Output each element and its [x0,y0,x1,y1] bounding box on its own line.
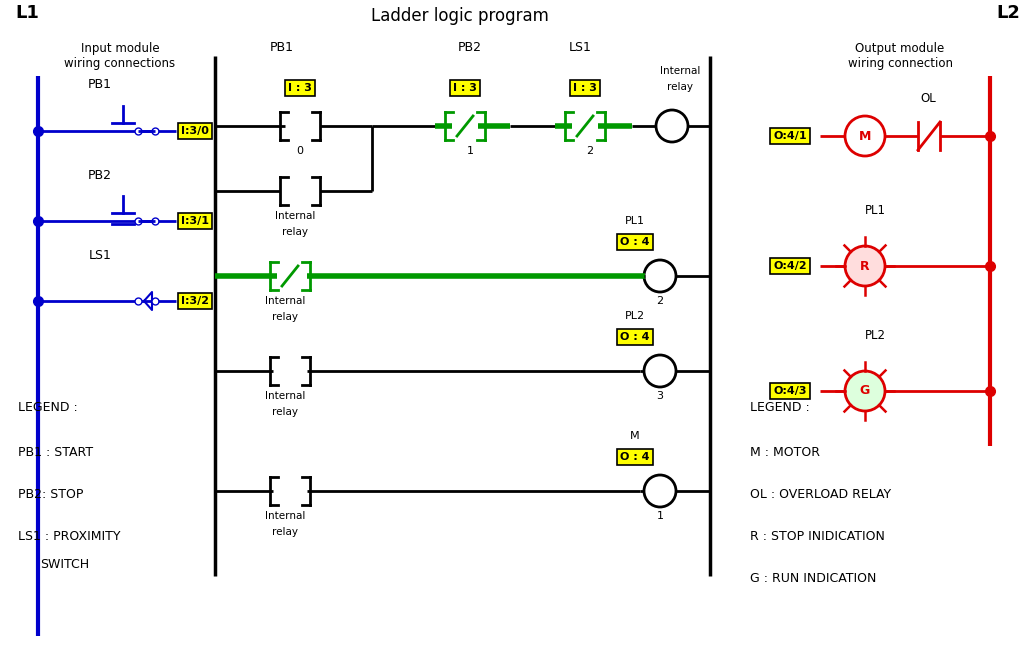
Text: M: M [859,129,871,143]
Text: Output module
wiring connection: Output module wiring connection [848,42,952,70]
Text: G : RUN INDICATION: G : RUN INDICATION [750,572,877,585]
Text: relay: relay [272,527,298,537]
Text: PB2: STOP: PB2: STOP [18,488,83,501]
Text: OL: OL [921,92,936,105]
Text: Internal: Internal [265,296,305,306]
Text: PB2: PB2 [88,169,112,182]
Text: PB2: PB2 [458,41,482,54]
Text: M: M [630,431,640,441]
Text: O:4/3: O:4/3 [773,386,807,396]
Text: M : MOTOR: M : MOTOR [750,446,820,459]
Text: O : 4: O : 4 [621,237,650,247]
Text: O:4/1: O:4/1 [773,131,807,141]
Text: L2: L2 [996,4,1020,22]
Text: relay: relay [272,312,298,322]
Text: LEGEND :: LEGEND : [18,401,78,414]
Text: Internal: Internal [659,66,700,76]
Text: I:3/0: I:3/0 [181,126,209,136]
Text: I:3/2: I:3/2 [181,296,209,306]
Text: O : 4: O : 4 [621,452,650,462]
Text: LS1 : PROXIMITY: LS1 : PROXIMITY [18,530,121,543]
Text: relay: relay [667,82,693,92]
Text: PL2: PL2 [625,311,645,321]
Text: 3: 3 [656,391,664,401]
Text: PB1 : START: PB1 : START [18,446,93,459]
Text: Internal: Internal [265,511,305,521]
Text: relay: relay [282,227,308,237]
Circle shape [845,246,885,286]
Text: O:4/2: O:4/2 [773,261,807,271]
Circle shape [845,116,885,156]
Text: PL1: PL1 [864,204,886,217]
Text: L1: L1 [15,4,39,22]
Circle shape [845,371,885,411]
Text: R: R [860,260,869,272]
Text: PL2: PL2 [864,329,886,342]
Text: 2: 2 [587,146,594,156]
Text: O : 4: O : 4 [621,332,650,342]
Text: 0: 0 [297,146,303,156]
Text: PB1: PB1 [88,78,112,91]
Text: Input module
wiring connections: Input module wiring connections [65,42,175,70]
Text: LEGEND :: LEGEND : [750,401,810,414]
Text: I:3/1: I:3/1 [181,216,209,226]
Text: LS1: LS1 [88,249,112,262]
Text: OL : OVERLOAD RELAY: OL : OVERLOAD RELAY [750,488,891,501]
Text: PB1: PB1 [270,41,294,54]
Text: Internal: Internal [265,391,305,401]
Text: LS1: LS1 [568,41,592,54]
Text: Ladder logic program: Ladder logic program [371,7,549,25]
Text: 2: 2 [656,296,664,306]
Text: I : 3: I : 3 [288,83,312,93]
Text: Internal: Internal [274,211,315,221]
Text: relay: relay [272,407,298,417]
Text: I : 3: I : 3 [453,83,477,93]
Text: 1: 1 [467,146,473,156]
Text: PL1: PL1 [625,216,645,226]
Text: R : STOP INIDICATION: R : STOP INIDICATION [750,530,885,543]
Text: 1: 1 [656,511,664,521]
Text: I : 3: I : 3 [573,83,597,93]
Polygon shape [144,292,152,310]
Text: SWITCH: SWITCH [40,558,89,571]
Text: G: G [860,384,870,398]
